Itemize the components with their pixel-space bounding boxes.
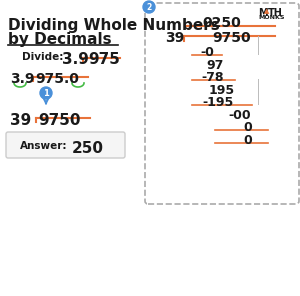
Text: 250: 250 xyxy=(72,141,104,156)
FancyBboxPatch shape xyxy=(6,132,125,158)
Circle shape xyxy=(40,87,52,99)
FancyBboxPatch shape xyxy=(145,3,299,204)
Text: -195: -195 xyxy=(202,96,234,109)
Text: 3.9: 3.9 xyxy=(62,52,89,67)
Text: TH: TH xyxy=(268,8,283,18)
Text: -78: -78 xyxy=(202,71,224,84)
Text: 39: 39 xyxy=(165,31,184,45)
Text: -00: -00 xyxy=(229,109,251,122)
Text: 0: 0 xyxy=(244,121,252,134)
Text: 2: 2 xyxy=(146,2,152,12)
Text: Dividing Whole Numbers: Dividing Whole Numbers xyxy=(8,18,220,33)
Text: 0: 0 xyxy=(244,134,252,147)
Text: 97: 97 xyxy=(206,59,224,72)
Text: 9750: 9750 xyxy=(213,31,251,45)
Circle shape xyxy=(143,1,155,13)
Text: 195: 195 xyxy=(209,84,235,97)
Text: 3.9: 3.9 xyxy=(10,72,34,86)
Text: M: M xyxy=(258,8,268,18)
Text: ▲: ▲ xyxy=(264,8,269,14)
Text: 975.0: 975.0 xyxy=(35,72,79,86)
Text: Divide:: Divide: xyxy=(22,52,63,62)
Text: -0: -0 xyxy=(200,46,214,59)
Text: MONKS: MONKS xyxy=(258,15,284,20)
Text: 9750: 9750 xyxy=(38,113,80,128)
Text: 39: 39 xyxy=(10,113,31,128)
Text: Answer:: Answer: xyxy=(20,141,68,151)
Text: 1: 1 xyxy=(43,89,49,97)
Text: 0250: 0250 xyxy=(202,16,242,30)
Text: by Decimals: by Decimals xyxy=(8,32,112,47)
Text: 975: 975 xyxy=(88,52,120,67)
